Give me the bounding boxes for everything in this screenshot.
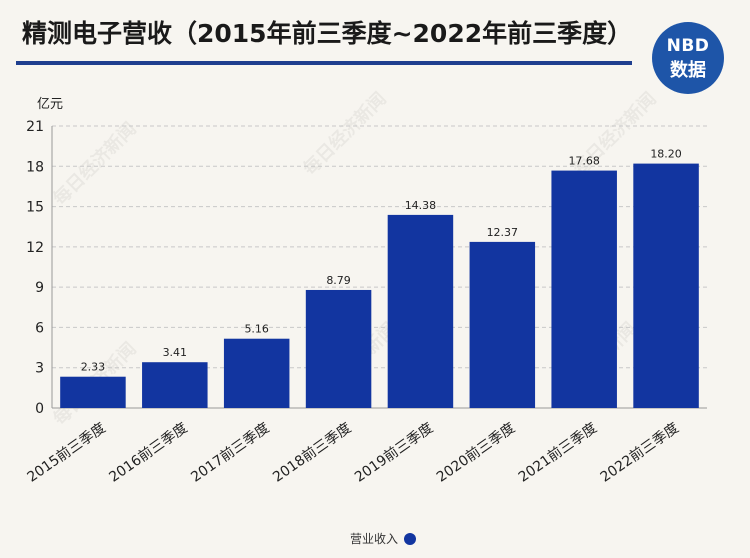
legend-label: 营业收入: [350, 532, 399, 546]
x-tick-label: 2016前三季度: [106, 419, 191, 485]
bar: [551, 170, 617, 408]
x-tick-label: 2018前三季度: [270, 419, 355, 485]
bar: [469, 241, 536, 408]
data-label: 17.68: [568, 155, 600, 168]
title-underline: [16, 61, 632, 65]
x-tick-label: 2017前三季度: [188, 419, 273, 485]
legend-swatch: [404, 532, 417, 545]
x-tick-label: 2020前三季度: [433, 419, 518, 485]
bar: [60, 376, 126, 408]
y-axis-unit: 亿元: [37, 97, 64, 112]
nbd-logo: NBD 数据: [652, 22, 724, 94]
y-tick-label: 0: [35, 401, 44, 417]
data-label: 8.79: [326, 274, 351, 287]
bar: [305, 289, 372, 408]
x-tick-label: 2021前三季度: [515, 419, 600, 485]
logo-text-top: NBD: [666, 36, 710, 56]
chart-title: 精测电子营收（2015年前三季度~2022年前三季度）: [22, 19, 633, 48]
data-label: 18.20: [650, 148, 682, 161]
y-tick-label: 12: [26, 240, 44, 256]
x-tick-label: 2022前三季度: [597, 419, 682, 485]
y-tick-label: 9: [35, 280, 44, 296]
y-tick-label: 3: [35, 361, 44, 377]
data-label: 12.37: [487, 226, 519, 239]
bar: [223, 338, 290, 408]
y-tick-label: 6: [35, 320, 44, 336]
data-label: 2.33: [81, 361, 106, 374]
x-tick-label: 2019前三季度: [351, 419, 436, 485]
logo-text-bottom: 数据: [670, 60, 706, 81]
y-tick-label: 15: [26, 200, 44, 216]
data-label: 14.38: [405, 199, 437, 212]
data-label: 3.41: [163, 346, 188, 359]
bar: [142, 362, 208, 408]
bar: [633, 163, 699, 408]
y-tick-label: 18: [26, 159, 44, 175]
bar: [387, 214, 454, 408]
data-label: 5.16: [244, 323, 269, 336]
legend: 营业收入: [350, 530, 417, 547]
y-tick-label: 21: [26, 119, 44, 135]
x-tick-label: 2015前三季度: [24, 419, 109, 485]
